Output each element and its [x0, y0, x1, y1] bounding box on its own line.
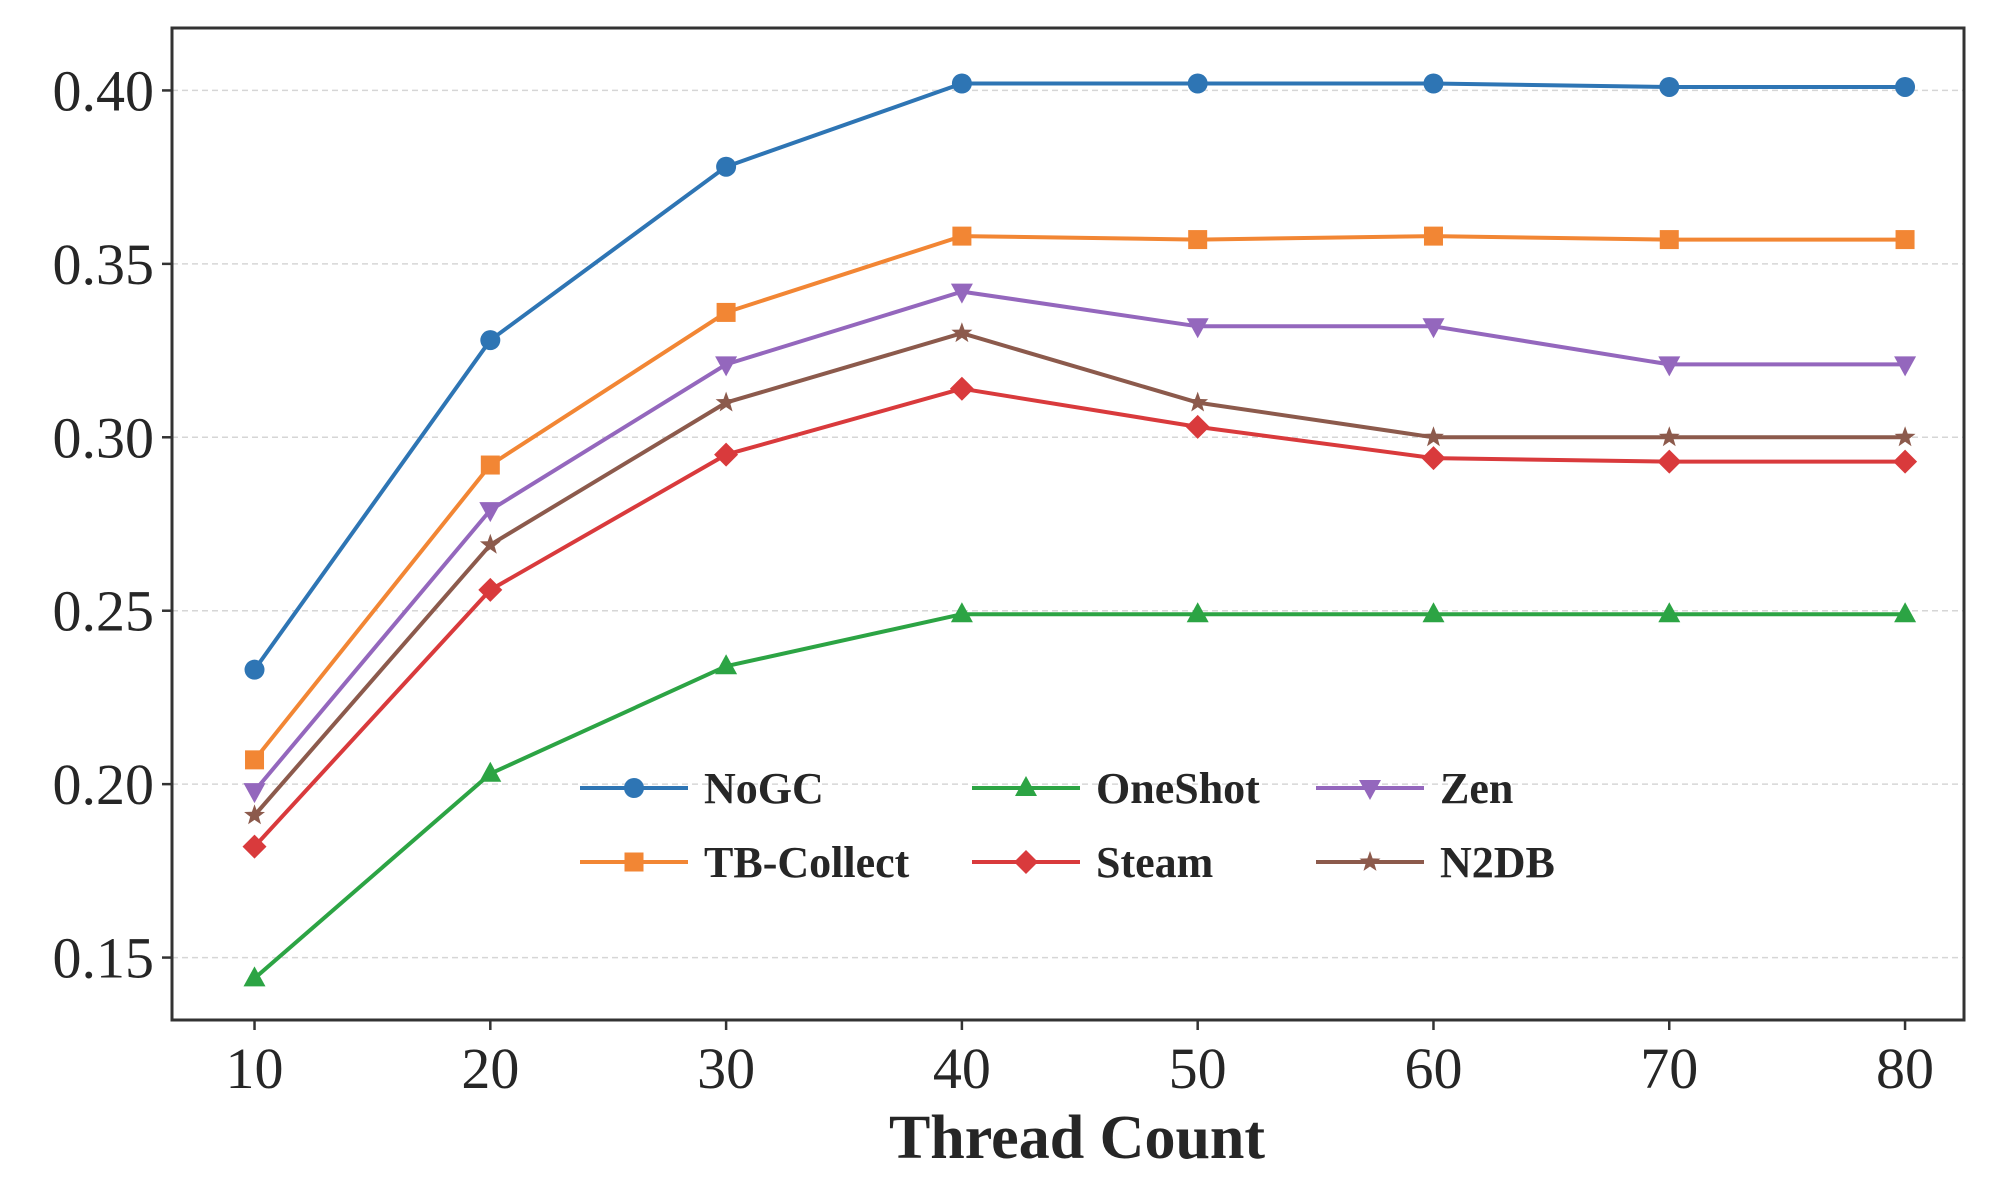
data-point-nogc	[1187, 73, 1208, 94]
series-line-n2db	[252, 331, 1906, 817]
x-tick-label: 60	[1404, 1036, 1462, 1101]
data-point-zen	[950, 283, 973, 304]
y-axis: 0.15 0.20 0.25 0.30 0.35 0.40	[53, 58, 172, 991]
legend-marker-oneshot	[1015, 776, 1037, 796]
x-tick-label: 50	[1169, 1036, 1227, 1101]
plot-background	[172, 28, 1964, 1020]
data-point-tb-collect	[480, 455, 500, 475]
y-tick-label: 0.40	[53, 58, 155, 123]
data-point-tb-collect	[716, 302, 736, 322]
legend-label-nogc: NoGC	[704, 764, 824, 813]
data-point-n2db	[1187, 391, 1209, 412]
y-tick-label: 0.20	[53, 752, 155, 817]
data-point-steam	[949, 376, 974, 401]
data-point-n2db	[951, 322, 973, 343]
x-tick-label: 40	[933, 1036, 991, 1101]
legend: NoGC TB-Collect OneShot Steam Zen N2DB	[580, 764, 1555, 887]
data-point-nogc	[716, 156, 737, 177]
data-point-n2db	[244, 804, 265, 825]
data-point-tb-collect	[952, 226, 972, 246]
legend-label-n2db: N2DB	[1440, 838, 1555, 887]
x-tick-label: 70	[1640, 1036, 1698, 1101]
data-point-tb-collect	[245, 750, 265, 770]
x-tick-label: 10	[226, 1036, 284, 1101]
x-axis-title: Thread Count	[889, 1104, 1265, 1172]
series-lines	[252, 81, 1906, 980]
y-tick-label: 0.35	[53, 232, 155, 297]
series-line-zen	[252, 289, 1906, 793]
data-point-oneshot	[1894, 602, 1917, 623]
x-tick-label: 30	[697, 1036, 755, 1101]
series-line-nogc	[252, 81, 1906, 671]
data-point-steam	[1421, 446, 1446, 471]
data-point-n2db	[479, 533, 501, 554]
legend-marker-tb-collect	[624, 852, 644, 872]
data-point-nogc	[1659, 76, 1680, 97]
legend-label-zen: Zen	[1440, 764, 1513, 813]
data-point-oneshot	[479, 761, 502, 782]
data-point-steam	[714, 442, 739, 467]
legend-marker-n2db	[1359, 851, 1381, 871]
data-point-steam	[1893, 449, 1918, 474]
series-line-tb-collect	[252, 234, 1906, 762]
data-point-zen	[1658, 356, 1681, 377]
x-tick-label: 80	[1876, 1036, 1934, 1101]
legend-marker-zen	[1359, 780, 1381, 800]
data-point-oneshot	[1422, 602, 1445, 623]
series-line-steam	[253, 386, 1906, 848]
data-point-oneshot	[243, 966, 266, 987]
data-point-oneshot	[1658, 602, 1681, 623]
x-axis: 10 20 30 40 50 60 70 80	[226, 1020, 1934, 1101]
legend-marker-nogc	[624, 778, 644, 798]
data-point-tb-collect	[1188, 230, 1208, 250]
legend-label-tb-collect: TB-Collect	[704, 838, 910, 887]
y-tick-label: 0.15	[53, 926, 155, 991]
data-point-n2db	[1894, 426, 1916, 447]
y-tick-label: 0.25	[53, 579, 155, 644]
data-point-zen	[1894, 356, 1917, 377]
data-point-n2db	[1423, 426, 1444, 447]
data-point-tb-collect	[1423, 226, 1443, 246]
data-point-tb-collect	[1895, 230, 1915, 250]
data-point-steam	[478, 577, 503, 602]
data-point-nogc	[480, 330, 501, 351]
data-point-zen	[1186, 318, 1209, 339]
series-line-oneshot	[253, 612, 1906, 980]
data-point-nogc	[1895, 76, 1916, 97]
data-point-nogc	[1423, 73, 1444, 94]
series-markers	[242, 73, 1918, 987]
legend-label-oneshot: OneShot	[1096, 764, 1260, 813]
data-point-zen	[243, 783, 266, 804]
data-point-n2db	[715, 391, 737, 412]
data-point-zen	[479, 502, 502, 523]
data-point-oneshot	[715, 654, 738, 675]
legend-marker-steam	[1014, 850, 1038, 874]
x-tick-label: 20	[461, 1036, 519, 1101]
legend-label-steam: Steam	[1096, 838, 1213, 887]
data-point-nogc	[951, 73, 972, 94]
data-point-steam	[1185, 414, 1210, 439]
data-point-oneshot	[1186, 602, 1209, 623]
data-point-oneshot	[950, 602, 973, 623]
data-point-nogc	[244, 659, 265, 680]
data-point-zen	[715, 356, 738, 377]
data-point-steam	[1657, 449, 1682, 474]
plot-frame	[170, 26, 1966, 1022]
data-point-n2db	[1658, 426, 1680, 447]
y-tick-label: 0.30	[53, 405, 155, 470]
data-point-zen	[1422, 318, 1445, 339]
data-point-tb-collect	[1659, 230, 1679, 250]
data-point-steam	[242, 834, 267, 859]
